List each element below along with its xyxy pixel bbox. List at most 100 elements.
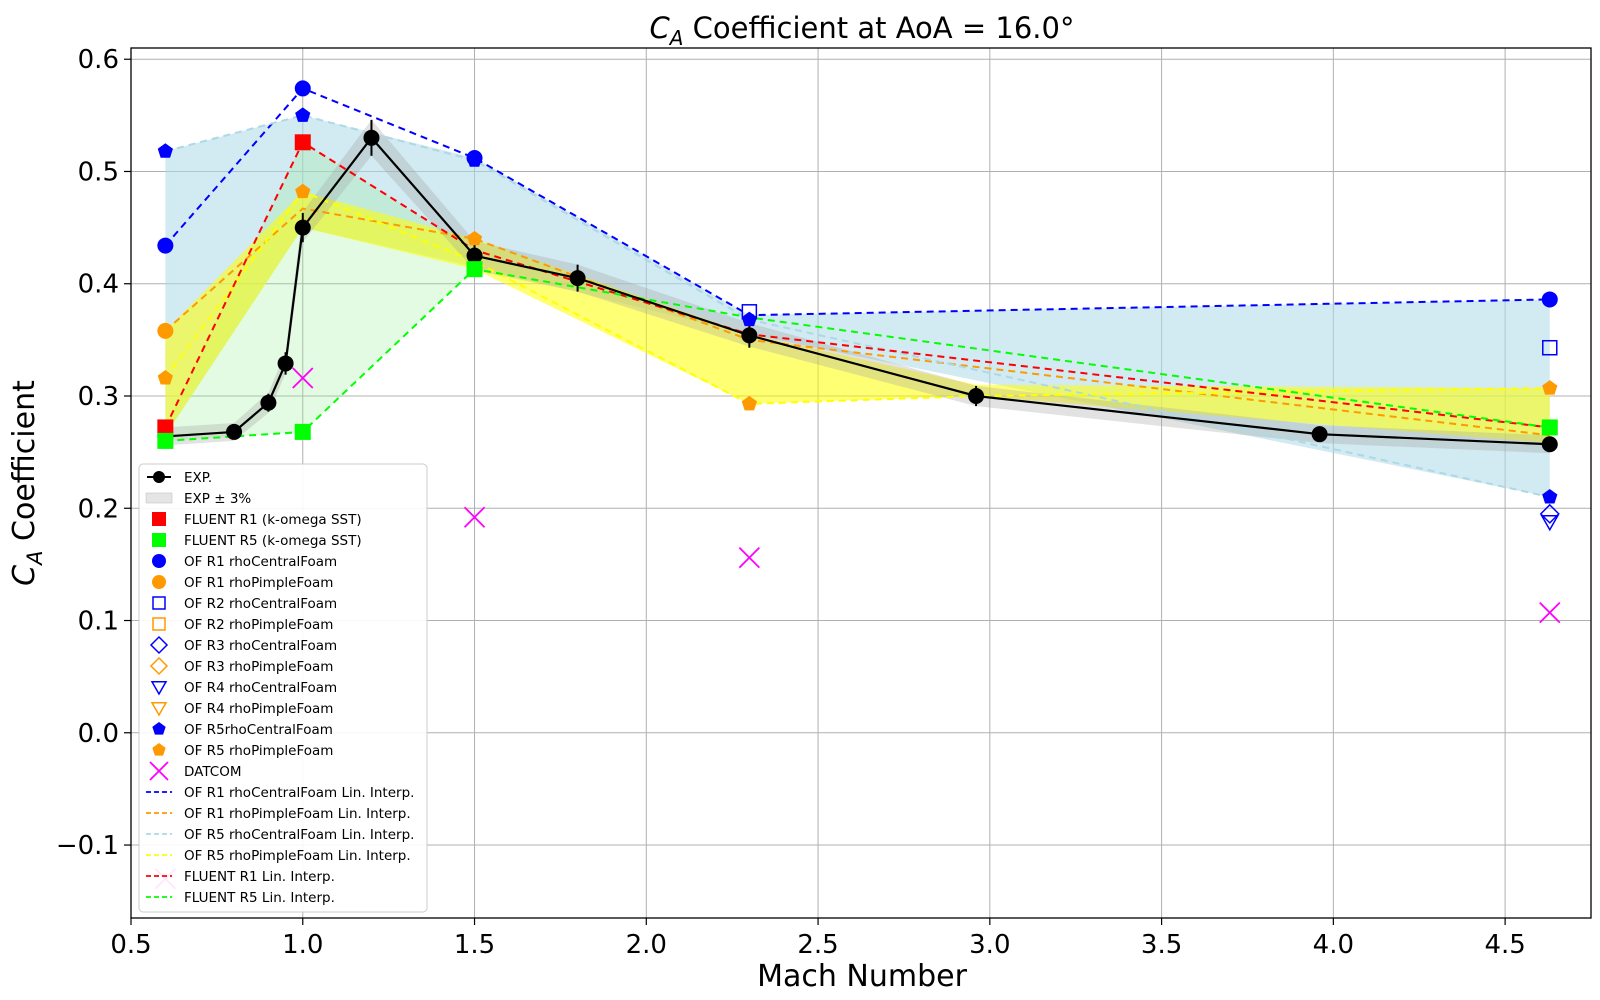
legend-entry: OF R3 rhoPimpleFoam (149, 656, 333, 676)
marker-square-open (152, 617, 166, 631)
marker-x (738, 547, 760, 569)
y-tick-label: 0.4 (78, 270, 119, 300)
chart-title: CA Coefficient at AoA = 16.0° (650, 11, 1075, 50)
marker-circle (152, 575, 166, 589)
marker-pentagon (152, 743, 166, 756)
legend-label: FLUENT R1 (k-omega SST) (184, 512, 362, 528)
x-tick-label: 2.0 (626, 930, 667, 960)
marker-square (152, 533, 166, 547)
legend-entry: OF R2 rhoCentralFoam (152, 596, 337, 612)
legend-label: OF R4 rhoPimpleFoam (184, 701, 333, 717)
marker-circle (152, 554, 166, 568)
marker-pentagon (741, 311, 757, 327)
legend-entry: OF R3 rhoCentralFoam (149, 635, 337, 655)
marker-x-stroke (149, 761, 169, 781)
exp-point (466, 247, 483, 264)
exp-point (741, 327, 758, 344)
legend-label: OF R4 rhoCentralFoam (184, 680, 337, 696)
legend-entry: OF R5 rhoPimpleFoam (152, 743, 333, 759)
legend-label: OF R5 rhoCentralFoam Lin. Interp. (184, 827, 414, 843)
y-axis-label-subscript: A (23, 551, 47, 567)
y-tick-label: 0.1 (78, 607, 119, 637)
x-tick-label: 4.0 (1313, 930, 1354, 960)
legend-entry: FLUENT R5 (k-omega SST) (152, 533, 362, 549)
y-tick-label: 0.3 (78, 382, 119, 412)
marker-diamond-open (149, 635, 169, 655)
x-tick-label: 3.5 (1141, 930, 1182, 960)
marker-square (294, 134, 311, 151)
marker-pentagon (466, 152, 483, 167)
marker-square (157, 419, 174, 436)
legend-entry: OF R5 rhoCentralFoam Lin. Interp. (146, 827, 414, 843)
legend-entry: DATCOM (149, 761, 242, 781)
legend-entry: FLUENT R1 Lin. Interp. (146, 869, 335, 885)
series-markers (154, 80, 1561, 890)
legend-entry: OF R1 rhoCentralFoam (152, 554, 337, 570)
exp-point (277, 355, 294, 372)
marker-circle (157, 237, 174, 254)
legend-entry: OF R2 rhoPimpleFoam (152, 617, 333, 633)
interp-line (164, 190, 1550, 405)
exp-point (1311, 426, 1328, 443)
x-axis-ticks: 0.5 1.0 1.5 2.0 2.5 3.0 3.5 4.0 4.5 (110, 918, 1526, 960)
marker-triangle-down-open (150, 681, 168, 696)
legend-entry: OF R1 rhoPimpleFoam (152, 575, 333, 591)
exp-point (260, 394, 277, 411)
legend: EXP. EXP ± 3% FLUENT R1 (k-omega SST) FLUEN… (138, 463, 428, 913)
y-tick-label: 0.5 (78, 157, 119, 187)
legend-label: OF R1 rhoPimpleFoam (184, 575, 333, 591)
legend-entry: OF R4 rhoPimpleFoam (150, 701, 333, 717)
x-axis-label: Mach Number (757, 959, 967, 994)
legend-entry: OF R1 rhoCentralFoam Lin. Interp. (146, 785, 414, 801)
exp-point (569, 270, 586, 287)
marker-circle (294, 80, 311, 97)
marker-pentagon (466, 230, 483, 246)
marker-x-stroke (292, 367, 314, 389)
marker-pentagon (157, 370, 173, 385)
legend-label: OF R5 rhoPimpleFoam (184, 743, 333, 759)
marker-square (152, 512, 166, 526)
marker-x (149, 761, 169, 781)
marker-square (157, 432, 174, 449)
legend-label: OF R5rhoCentralFoam (184, 722, 333, 738)
legend-label: OF R2 rhoPimpleFoam (184, 617, 333, 633)
marker-x (463, 506, 486, 528)
marker-x (292, 367, 314, 389)
legend-label: OF R1 rhoPimpleFoam Lin. Interp. (184, 806, 411, 822)
marker-x-stroke (463, 506, 486, 528)
legend-box (138, 463, 428, 913)
marker-pentagon (152, 722, 166, 735)
marker-x (1539, 602, 1561, 624)
legend-label: FLUENT R1 Lin. Interp. (184, 869, 335, 885)
legend-label: DATCOM (184, 764, 242, 780)
legend-label: FLUENT R5 (k-omega SST) (184, 533, 362, 549)
legend-label: OF R5 rhoPimpleFoam Lin. Interp. (184, 848, 411, 864)
y-tick-label: −0.1 (56, 831, 119, 861)
y-axis-label-rest: Coefficient (7, 380, 42, 551)
legend-entry: FLUENT R5 Lin. Interp. (146, 890, 335, 906)
exp-point (226, 423, 243, 440)
marker-triangle-down-open (150, 702, 168, 717)
legend-label: OF R1 rhoCentralFoam Lin. Interp. (184, 785, 414, 801)
confidence-bands (165, 115, 1550, 498)
marker-diamond-open (1539, 503, 1560, 524)
legend-entry: OF R4 rhoCentralFoam (150, 680, 337, 696)
chart-title-subscript: A (668, 26, 684, 50)
x-tick-label: 1.5 (454, 930, 495, 960)
exp-point (1541, 436, 1558, 453)
marker-pentagon (1542, 380, 1558, 395)
legend-label: EXP. (184, 470, 212, 486)
exp-point (968, 388, 985, 404)
legend-entry: OF R5 rhoPimpleFoam Lin. Interp. (146, 848, 411, 864)
legend-label: EXP ± 3% (184, 491, 251, 507)
marker-pentagon (1542, 489, 1558, 504)
legend-entry: EXP. (147, 470, 212, 486)
x-tick-label: 4.5 (1484, 930, 1525, 960)
y-axis-label-symbol: C (7, 565, 42, 586)
legend-exp-dot (153, 471, 165, 483)
marker-square-open (152, 596, 166, 610)
x-tick-label: 0.5 (110, 930, 151, 960)
plot-frame (130, 47, 1592, 919)
legend-label: FLUENT R5 Lin. Interp. (184, 890, 335, 906)
